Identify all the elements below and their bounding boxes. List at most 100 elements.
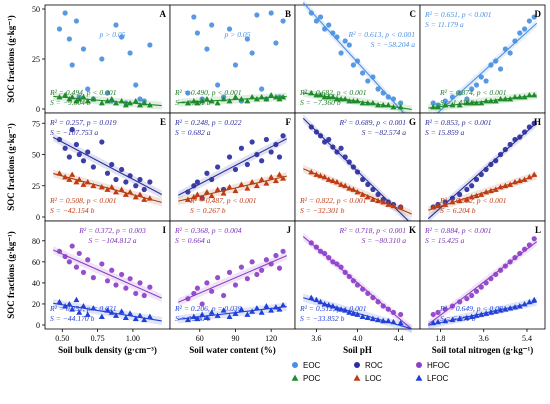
legend-item-roc: ROC [354, 361, 383, 370]
stat-eoc-line-1: S = 11.179 a [425, 20, 464, 29]
point-eoc-6 [469, 86, 475, 92]
point-poc-8 [342, 96, 349, 102]
point-lfoc-10 [350, 310, 357, 316]
legend-marker [353, 374, 361, 381]
point-poc-11 [244, 98, 251, 104]
point-poc-15 [511, 94, 518, 100]
point-hfoc-6 [334, 261, 340, 267]
point-eoc-13 [502, 46, 508, 52]
point-eoc-6 [334, 34, 340, 40]
stat-hfoc-line-0: R² = 0.372, p = 0.003 [78, 226, 146, 235]
trend-line-hfoc [53, 249, 162, 299]
panel-letter: K [409, 225, 416, 235]
point-lfoc-1 [435, 318, 442, 325]
point-lfoc-14 [258, 309, 265, 315]
panel-letter: E [160, 117, 166, 127]
point-poc-4 [325, 94, 332, 100]
point-poc-17 [136, 102, 143, 108]
point-lfoc-8 [342, 307, 349, 313]
point-lfoc-3 [449, 316, 456, 323]
stat-roc-line-0: R² = 0.853, p < 0.001 [424, 118, 492, 127]
x-axis-title: Soil pH [343, 345, 372, 355]
point-lfoc-11 [244, 311, 251, 317]
y-axis-title: SOC fractions (g·kg⁻¹) [6, 123, 16, 210]
point-lfoc-17 [272, 304, 279, 310]
stat-hfoc-line-1: S = −104.812 a [88, 236, 136, 245]
point-eoc-18 [390, 96, 397, 102]
point-loc-17 [385, 201, 392, 207]
point-loc-11 [108, 184, 115, 190]
point-loc-12 [112, 189, 119, 195]
point-loc-1 [190, 194, 197, 200]
point-eoc-7 [85, 86, 91, 92]
point-roc-12 [497, 151, 504, 158]
point-eoc-17 [521, 26, 528, 32]
point-hfoc-7 [338, 264, 344, 270]
point-loc-10 [487, 187, 494, 194]
x-tick-label: 60 [196, 334, 204, 343]
point-lfoc-7 [473, 312, 480, 318]
point-loc-19 [531, 171, 538, 177]
point-eoc-7 [338, 50, 344, 56]
point-poc-12 [112, 100, 119, 106]
point-lfoc-8 [226, 313, 233, 319]
panel-letter: C [410, 9, 417, 19]
point-loc-13 [253, 182, 260, 189]
point-lfoc-17 [136, 312, 143, 318]
stat-poc-line-1: S = −9.604 b [50, 98, 91, 107]
point-poc-4 [73, 98, 80, 104]
point-roc-17 [273, 141, 279, 148]
point-lfoc-8 [90, 305, 97, 311]
point-poc-13 [253, 96, 260, 102]
point-eoc-18 [526, 18, 532, 24]
point-poc-18 [526, 92, 533, 98]
point-hfoc-14 [123, 285, 129, 291]
legend-label: ROC [365, 361, 383, 370]
point-loc-0 [308, 169, 315, 175]
y-tick-label: 0 [36, 321, 40, 330]
point-poc-7 [338, 96, 345, 102]
point-hfoc-5 [464, 296, 470, 302]
point-loc-4 [456, 197, 463, 204]
point-roc-14 [507, 141, 513, 148]
stat-lfoc-line-0: R² = 0.251, p = 0.021 [49, 304, 117, 313]
point-loc-9 [98, 184, 105, 190]
point-loc-2 [66, 176, 73, 182]
point-eoc-16 [517, 30, 523, 36]
x-tick-label: 4.0 [353, 334, 363, 343]
point-loc-6 [333, 179, 340, 185]
point-poc-17 [272, 94, 279, 100]
point-loc-3 [449, 199, 456, 205]
point-poc-1 [435, 104, 442, 110]
point-poc-5 [76, 96, 83, 102]
panel-frame [44, 112, 171, 222]
stat-poc-line-0: R² = 0.490, p < 0.001 [174, 88, 242, 97]
point-eoc-7 [473, 82, 480, 88]
point-eoc-4 [204, 46, 210, 52]
point-eoc-0 [430, 100, 436, 106]
point-roc-0 [308, 124, 314, 130]
point-poc-10 [104, 98, 111, 104]
point-eoc-11 [244, 36, 250, 42]
point-eoc-14 [259, 86, 265, 92]
point-hfoc-6 [80, 269, 87, 275]
point-hfoc-17 [521, 246, 528, 252]
point-poc-13 [118, 98, 125, 104]
stat-eoc-line-1: S = −58.204 a [371, 40, 416, 49]
y-tick-label: 40 [32, 279, 40, 288]
point-roc-4 [457, 191, 463, 198]
point-hfoc-5 [330, 259, 336, 265]
x-axis-title: Soil water content (%) [189, 345, 276, 355]
point-hfoc-12 [113, 282, 119, 288]
point-lfoc-13 [502, 306, 509, 312]
point-roc-12 [249, 139, 255, 145]
legend-marker [292, 362, 298, 368]
point-lfoc-2 [442, 317, 449, 324]
point-hfoc-17 [385, 306, 391, 312]
point-poc-6 [80, 94, 87, 100]
panel-letter: F [286, 117, 292, 127]
legend-item-lfoc: LFOC [415, 374, 449, 383]
point-loc-9 [232, 187, 239, 194]
